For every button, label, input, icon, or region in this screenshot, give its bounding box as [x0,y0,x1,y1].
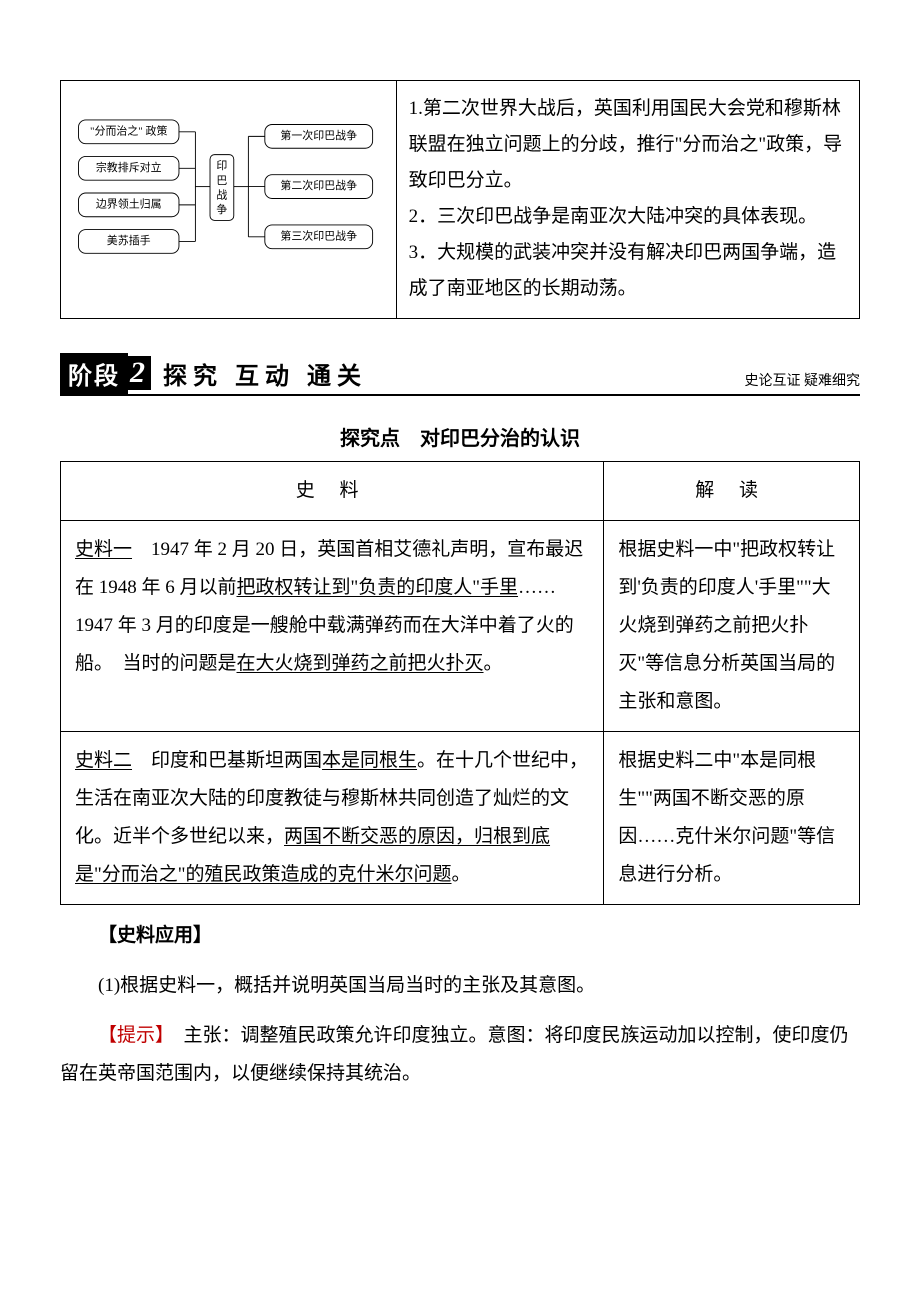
left-node-3: 美苏插手 [107,233,151,247]
material-body-1u1: 把政权转让到"负责的印度人"手里 [237,577,519,598]
topic-title: 探究点 对印巴分治的认识 [60,422,860,451]
summary-point-2: 2．三次印巴战争是南亚次大陆冲突的具体表现。 [409,199,847,235]
material-body-2u1: 本是同根生 [322,750,417,771]
summary-point-3: 3．大规模的武装冲突并没有解决印巴两国争端，造成了南亚地区的长期动荡。 [409,235,847,307]
material-cell-1: 史料一 1947 年 2 月 20 日，英国首相艾德礼声明，宣布最迟在 1948… [61,520,604,731]
left-node-0: "分而治之" 政策 [90,123,167,137]
stage-number: 2 [128,356,151,390]
material-body-1c: 。 [484,653,503,674]
material-table: 史 料 解 读 史料一 1947 年 2 月 20 日，英国首相艾德礼声明，宣布… [60,461,860,905]
banner-left: 阶段 2 探究 互动 通关 [60,353,367,394]
center-node-char-1: 巴 [216,175,227,187]
material-label-2: 史料二 [75,750,132,771]
material-body-2a: 印度和巴基斯坦两国 [132,750,322,771]
summary-table: "分而治之" 政策 宗教排斥对立 边界领土归属 美苏插手 [60,80,860,319]
table-row: 史料二 印度和巴基斯坦两国本是同根生。在十几个世纪中，生活在南亚次大陆的印度教徒… [61,731,860,904]
center-node-char-3: 争 [216,202,227,216]
interp-cell-2: 根据史料二中"本是同根生""两国不断交恶的原因……克什米尔问题"等信息进行分析。 [604,731,860,904]
application-hint: 【提示】 主张：调整殖民政策允许印度独立。意图：将印度民族运动加以控制，使印度仍… [60,1017,860,1093]
banner-title: 探究 互动 通关 [163,356,367,391]
diagram-cell: "分而治之" 政策 宗教排斥对立 边界领土归属 美苏插手 [61,81,397,319]
material-body-2c: 。 [452,864,471,885]
summary-point-1: 1.第二次世界大战后，英国利用国民大会党和穆斯林联盟在独立问题上的分歧，推行"分… [409,91,847,199]
left-node-2: 边界领土归属 [96,196,162,210]
section-banner: 阶段 2 探究 互动 通关 史论互证 疑难细究 [60,353,860,396]
hint-label: 【提示】 [98,1025,165,1046]
material-body-1u2: 在大火烧到弹药之前把火扑灭 [237,653,484,674]
summary-points-cell: 1.第二次世界大战后，英国利用国民大会党和穆斯林联盟在独立问题上的分歧，推行"分… [396,81,859,319]
right-node-0: 第一次印巴战争 [280,128,357,142]
col-head-material: 史 料 [61,461,604,520]
left-node-1: 宗教排斥对立 [96,160,162,174]
right-node-2: 第三次印巴战争 [280,228,357,242]
stage-label: 阶段 [60,353,128,394]
interp-cell-1: 根据史料一中"把政权转让到'负责的印度人'手里""大火烧到弹药之前把火扑灭"等信… [604,520,860,731]
banner-subtitle: 史论互证 疑难细究 [745,370,861,394]
material-label-1: 史料一 [75,539,132,560]
col-head-interp: 解 读 [604,461,860,520]
application-q1: (1)根据史料一，概括并说明英国当局当时的主张及其意图。 [60,967,860,1005]
application-heading-text: 【史料应用】 [98,925,212,946]
right-node-1: 第二次印巴战争 [280,178,357,192]
center-node-char-0: 印 [216,159,227,172]
center-node-char-2: 战 [216,188,227,201]
table-row: 史料一 1947 年 2 月 20 日，英国首相艾德礼声明，宣布最迟在 1948… [61,520,860,731]
concept-diagram: "分而治之" 政策 宗教排斥对立 边界领土归属 美苏插手 [73,93,384,293]
application-heading: 【史料应用】 [60,917,860,955]
hint-text: 主张：调整殖民政策允许印度独立。意图：将印度民族运动加以控制，使印度仍留在英帝国… [60,1025,849,1084]
material-cell-2: 史料二 印度和巴基斯坦两国本是同根生。在十几个世纪中，生活在南亚次大陆的印度教徒… [61,731,604,904]
